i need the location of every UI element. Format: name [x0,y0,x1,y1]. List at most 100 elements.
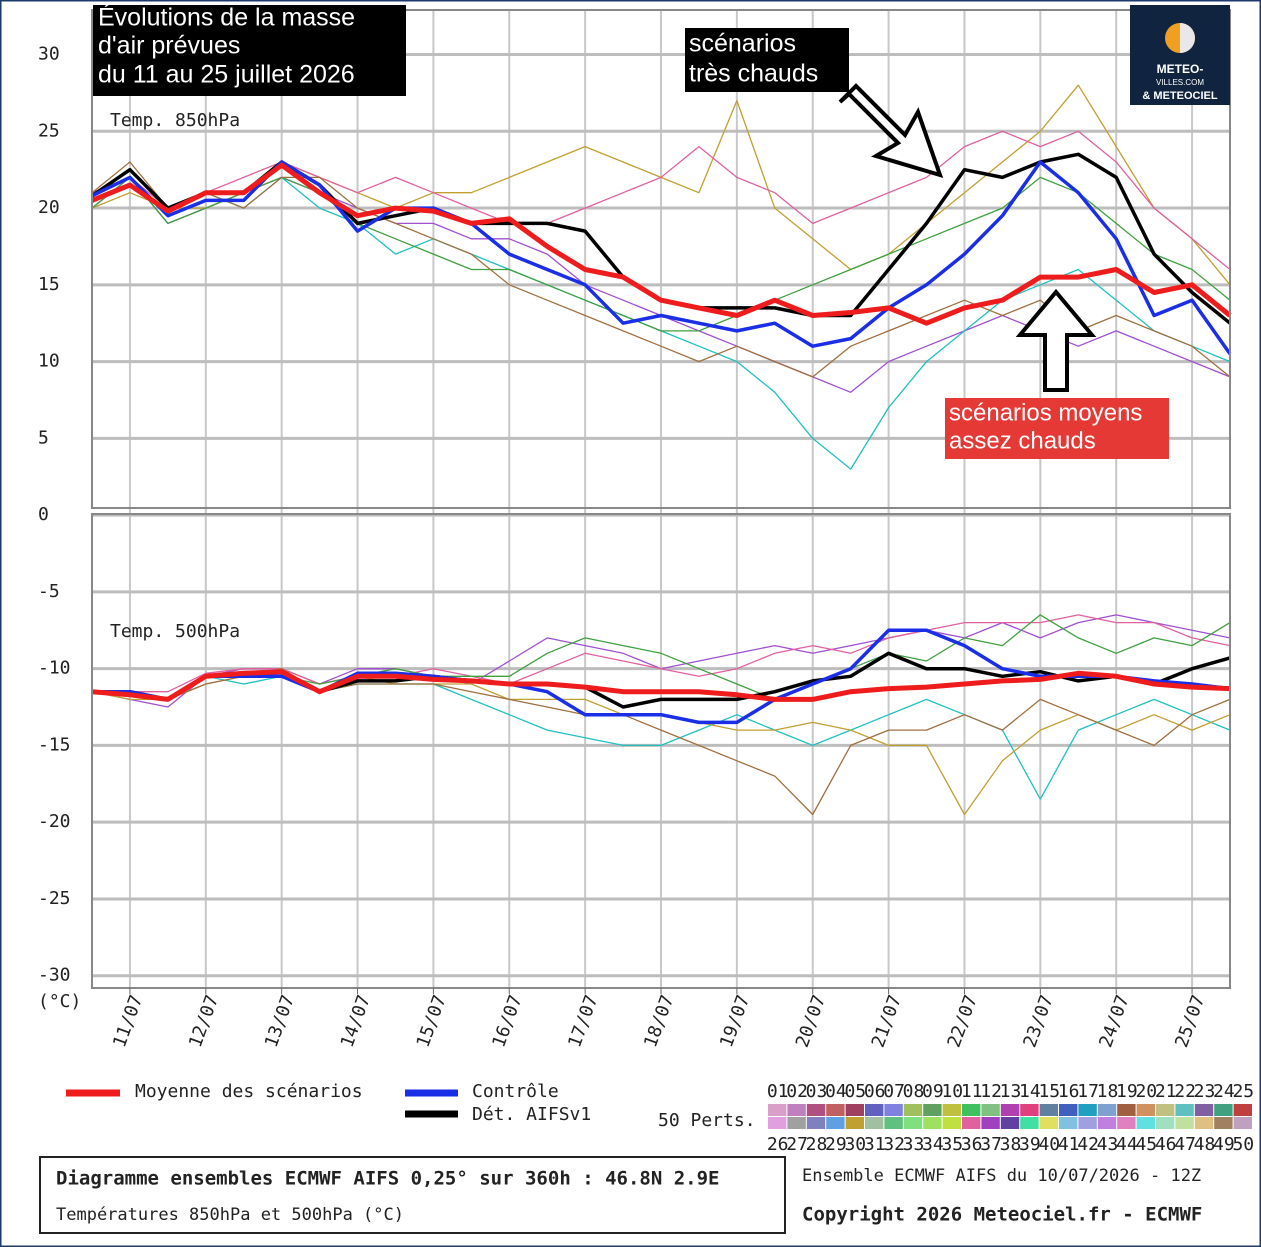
pert-label: 49 [1213,1134,1235,1155]
legend-label: Contrôle [472,1081,559,1102]
pert-label: 09 [922,1081,944,1102]
pert-legend: 0102030405060708091011121314151617181920… [767,1081,1254,1155]
pert-swatch [845,1117,864,1129]
pert-swatch [1214,1117,1233,1129]
pert-label: 21 [1155,1081,1177,1102]
footer-run: Ensemble ECMWF AIFS du 10/07/2026 - 12Z [802,1166,1201,1186]
pert-label: 16 [1058,1081,1080,1102]
logo-text: VILLES.COM [1156,78,1204,87]
pert-swatch [923,1104,942,1116]
pert-swatch [884,1104,903,1116]
pert-label: 48 [1194,1134,1216,1155]
y-tick-label: 10 [38,351,60,372]
panel-label: Temp. 850hPa [110,110,240,131]
pert-label: 08 [903,1081,925,1102]
pert-swatch [1078,1117,1097,1129]
pert-swatch [1117,1117,1136,1129]
pert-label: 15 [1038,1081,1060,1102]
arrow [838,83,944,179]
pert-swatch [942,1117,961,1129]
pert-label: 33 [903,1134,925,1155]
pert-label: 05 [844,1081,866,1102]
y-tick-label: -25 [38,888,71,909]
y-tick-label: 25 [38,120,60,141]
pert-label: 43 [1097,1134,1119,1155]
arrow [1015,288,1097,392]
pert-label: 25 [1232,1081,1254,1102]
pert-label: 39 [1019,1134,1041,1155]
pert-swatch [787,1104,806,1116]
pert-label: 34 [922,1134,944,1155]
pert-label: 06 [864,1081,886,1102]
legend-label: Dét. AIFSv1 [472,1104,591,1125]
pert-label: 22 [1174,1081,1196,1102]
panel-850 [91,9,1231,509]
y-tick-label: 20 [38,197,60,218]
y-tick-label: -20 [38,811,71,832]
y-tick-label: -10 [38,658,71,679]
pert-swatch [1000,1117,1020,1129]
pert-label: 10 [941,1081,963,1102]
pert-swatch [1020,1117,1039,1129]
pert-label: 17 [1077,1081,1099,1102]
title: Évolutions de la masse [98,3,355,32]
pert-label: 14 [1019,1081,1041,1102]
pert-swatch [981,1117,1000,1129]
pert-label: 31 [864,1134,886,1155]
logo-box [1130,5,1230,105]
logo-text: & METEOCIEL [1142,90,1217,102]
pert-label: 47 [1174,1134,1196,1155]
y-tick-label: 0 [38,504,49,525]
series-line [91,160,1232,355]
pert-label: 02 [786,1081,808,1102]
annotation: scénarios moyens [949,399,1142,426]
footer-sub: Températures 850hPa et 500hPa (°C) [56,1205,404,1225]
pert-label: 44 [1116,1134,1138,1155]
legend-label: 50 Perts. [658,1110,756,1131]
legend-label: Moyenne des scénarios [135,1081,363,1102]
pert-label: 41 [1058,1134,1080,1155]
title-box [93,5,406,96]
y-tick-label: -15 [38,734,71,755]
pert-label: 36 [961,1134,983,1155]
logo-icon [1180,23,1195,53]
title: du 11 au 25 juillet 2026 [98,61,355,89]
footer-box [39,1156,786,1234]
pert-label: 50 [1232,1134,1254,1155]
pert-label: 30 [844,1134,866,1155]
pert-label: 37 [980,1134,1002,1155]
pert-label: 01 [767,1081,789,1102]
pert-swatch [942,1104,961,1116]
pert-swatch [1020,1104,1039,1116]
pert-swatch [1156,1117,1175,1129]
annotation: très chauds [689,60,818,88]
pert-label: 26 [767,1134,789,1155]
y-tick-label: 5 [38,427,49,448]
annotation: assez chauds [949,427,1096,454]
pert-swatch [1117,1104,1136,1116]
pert-label: 27 [786,1134,808,1155]
pert-label: 13 [1000,1081,1022,1102]
pert-label: 35 [941,1134,963,1155]
pert-label: 19 [1116,1081,1138,1102]
pert-label: 24 [1213,1081,1235,1102]
series-line [91,162,1232,326]
pert-swatch [768,1104,787,1116]
pert-swatch [884,1117,903,1129]
annotation-box [945,398,1169,459]
pert-label: 40 [1038,1134,1060,1155]
title: d'air prévues [98,32,240,60]
footer-copyright: Copyright 2026 Meteociel.fr - ECMWF [802,1204,1202,1226]
pert-swatch [1156,1104,1175,1116]
pert-swatch [1175,1117,1194,1129]
y-tick-label: -5 [38,581,60,602]
pert-label: 03 [806,1081,828,1102]
pert-swatch [1059,1104,1078,1116]
pert-swatch [1233,1104,1252,1116]
logo-text: METEO- [1157,62,1204,76]
pert-swatch [1136,1117,1155,1129]
series-line [91,669,1231,702]
pert-label: 18 [1097,1081,1119,1102]
y-unit: (°C) [38,991,81,1012]
perturbation-line [91,161,1231,378]
